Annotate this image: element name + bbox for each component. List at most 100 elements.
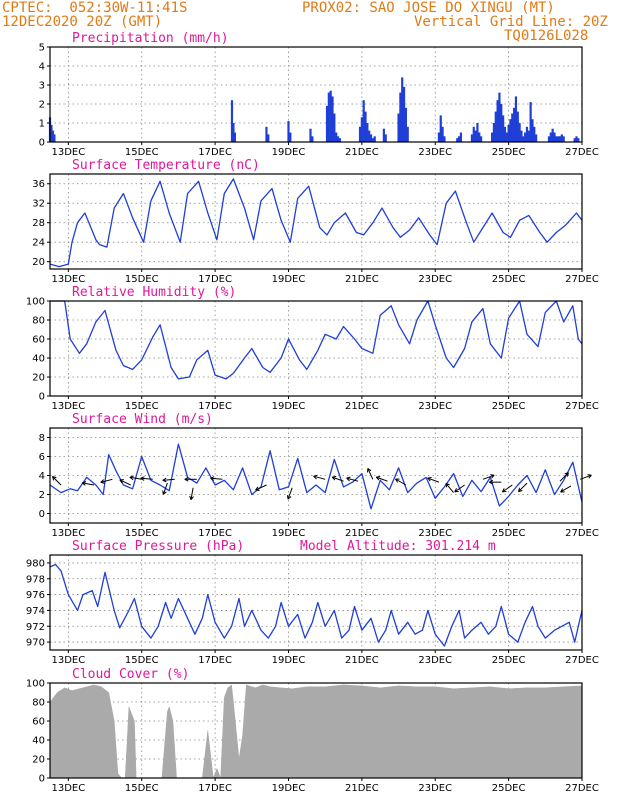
y-tick-label: 20 <box>32 755 45 766</box>
wind-vector-arrow <box>162 482 168 495</box>
humidity-frame <box>49 300 583 397</box>
precip-bar <box>331 96 334 142</box>
precip-bar <box>443 136 446 142</box>
precip-bar <box>329 90 332 142</box>
y-tick-label: 0 <box>39 392 45 403</box>
x-tick-label: 19DEC <box>272 274 306 285</box>
y-tick-label: 3 <box>39 81 45 92</box>
x-tick-label: 27DEC <box>565 147 599 158</box>
precip-bar <box>527 130 530 142</box>
precip-bar <box>401 77 404 142</box>
x-tick-label: 25DEC <box>492 655 526 666</box>
precip-bar <box>505 132 508 142</box>
humidity-panel: Relative Humidity (%) 0 20 40 60 80 100 13DEC 15… <box>26 285 599 412</box>
precip-bar <box>502 115 505 142</box>
x-tick-label: 25DEC <box>492 783 526 794</box>
cloud-cover-frame <box>49 682 583 779</box>
wind-vector-arrow <box>140 476 153 481</box>
y-tick-label: 6 <box>39 452 45 463</box>
precip-bar <box>500 104 503 142</box>
x-tick-label: 21DEC <box>345 274 379 285</box>
precip-bar <box>573 138 576 142</box>
precip-bar <box>498 92 501 142</box>
precip-bar <box>265 126 268 142</box>
y-tick-label: 100 <box>26 679 45 690</box>
x-tick-label: 23DEC <box>418 655 452 666</box>
wind-vector-arrow <box>502 484 513 493</box>
precip-bar <box>478 132 481 142</box>
x-tick-label: 21DEC <box>345 655 379 666</box>
precip-bar <box>399 92 402 142</box>
precip-bar <box>439 115 442 142</box>
precip-bar <box>371 138 374 142</box>
humidity-series-line <box>50 300 583 380</box>
wind-vector-arrow <box>395 478 407 486</box>
wind-vector-arrow <box>255 484 267 491</box>
x-tick-label: 23DEC <box>418 783 452 794</box>
x-tick-label: 15DEC <box>125 783 159 794</box>
precip-bar <box>366 123 369 142</box>
precip-bar <box>402 86 406 142</box>
precip-bar <box>549 132 552 142</box>
x-tick-label: 21DEC <box>345 401 379 412</box>
y-tick-label: 970 <box>26 638 45 649</box>
precip-bar <box>373 136 376 142</box>
x-tick-label: 15DEC <box>125 401 159 412</box>
cloud-cover-area <box>49 684 583 779</box>
x-tick-label: 25DEC <box>492 274 526 285</box>
precip-bar <box>551 128 554 142</box>
precip-bar <box>575 136 578 142</box>
precip-bar <box>507 124 510 142</box>
x-tick-label: 27DEC <box>565 274 599 285</box>
precip-bar <box>557 136 560 142</box>
precip-bar <box>459 132 463 142</box>
wind-vector-arrow <box>129 475 142 481</box>
wind-title: Surface Wind (m/s) <box>72 412 213 427</box>
wind-vector-arrow <box>286 487 293 500</box>
precip-bar <box>364 111 367 142</box>
grid-line-note: Vertical Grid Line: 20Z <box>414 14 608 30</box>
precip-bar <box>496 100 499 142</box>
y-tick-label: 978 <box>26 574 45 585</box>
precip-bar <box>533 126 536 142</box>
temperature-frame <box>49 173 583 270</box>
y-tick-label: 976 <box>26 590 45 601</box>
x-tick-label: 23DEC <box>418 528 452 539</box>
precip-bar <box>577 138 580 142</box>
precip-bar <box>327 92 330 142</box>
precip-bar <box>520 130 523 142</box>
pressure-panel: Surface Pressure (hPa) Model Altitude: 30… <box>26 539 599 666</box>
precip-bar <box>470 134 474 142</box>
precip-bar <box>404 107 407 142</box>
x-tick-label: 17DEC <box>198 401 232 412</box>
x-tick-label: 13DEC <box>51 274 85 285</box>
precip-bar <box>232 123 235 142</box>
wind-vector-arrow <box>189 487 194 500</box>
x-tick-label: 19DEC <box>272 655 306 666</box>
precip-bar <box>553 132 556 142</box>
precip-bar <box>560 134 563 142</box>
precip-bar <box>333 113 336 142</box>
x-tick-label: 19DEC <box>272 528 306 539</box>
y-tick-label: 100 <box>26 297 45 308</box>
x-tick-label: 13DEC <box>51 783 85 794</box>
station-name: PROX02: SAO JOSE DO XINGU (MT) <box>302 0 555 16</box>
precipitation-frame <box>49 46 583 143</box>
wind-vector-arrow <box>445 482 454 493</box>
y-tick-label: 80 <box>32 316 45 327</box>
x-tick-label: 19DEC <box>272 401 306 412</box>
x-tick-label: 15DEC <box>125 655 159 666</box>
y-tick-label: 20 <box>32 257 45 268</box>
x-tick-label: 17DEC <box>198 528 232 539</box>
wind-vector-arrow <box>489 479 502 485</box>
station-info: CPTEC: 052:30W-11:41S <box>2 0 188 16</box>
x-tick-label: 27DEC <box>565 655 599 666</box>
wind-vector-arrow <box>427 476 440 483</box>
precip-bar <box>525 126 529 142</box>
humidity-title: Relative Humidity (%) <box>72 285 236 300</box>
x-tick-label: 17DEC <box>198 783 232 794</box>
precip-bar <box>53 134 56 142</box>
precip-bar <box>491 132 494 142</box>
y-tick-label: 32 <box>32 199 45 210</box>
